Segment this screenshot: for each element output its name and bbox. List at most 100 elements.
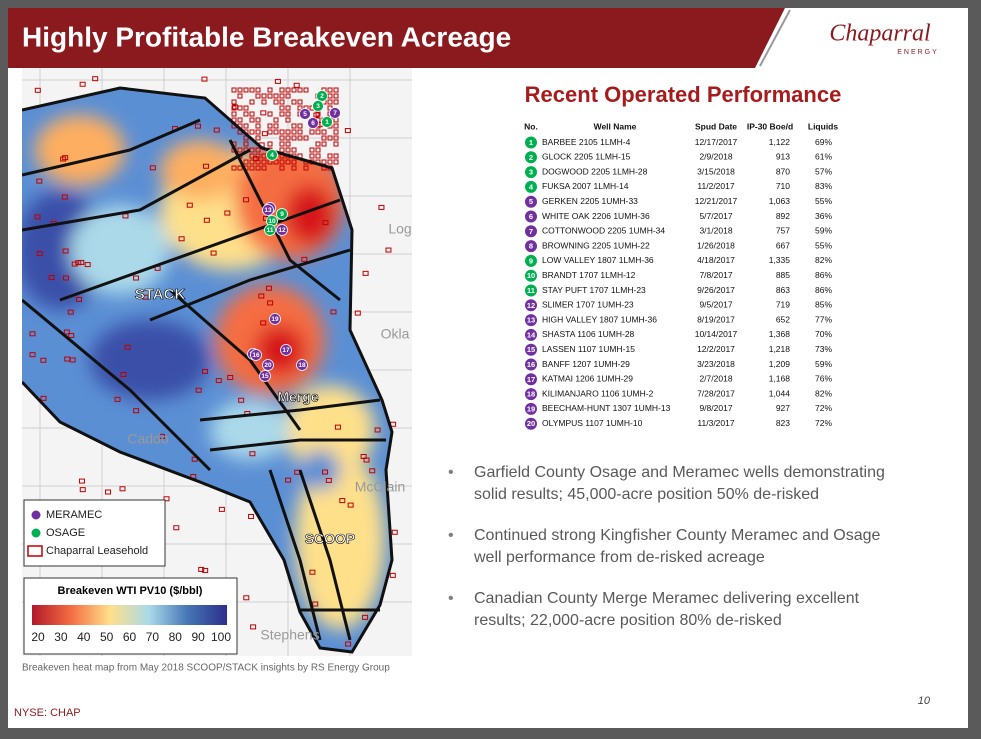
well-name: SHASTA 1106 1UMH-28 [542, 329, 635, 339]
colorbar-title: Breakeven WTI PV10 ($/bbl) [58, 585, 203, 597]
leasehold [78, 478, 85, 484]
leasehold [297, 135, 303, 141]
row-number: 18 [527, 390, 535, 399]
liquids: 73% [815, 344, 832, 354]
map-label: Merge [277, 389, 318, 405]
colorbar-tick: 60 [123, 630, 137, 644]
leasehold [40, 395, 47, 401]
liquids: 83% [815, 181, 832, 191]
ip30: 1,168 [769, 374, 791, 384]
well-marker [329, 107, 341, 119]
leasehold [231, 87, 237, 93]
bullet: Garfield County Osage and Meramec wells … [448, 462, 898, 506]
liquids: 61% [815, 152, 832, 162]
leasehold [322, 220, 329, 226]
row-number: 5 [529, 197, 533, 206]
row-badge [525, 299, 537, 312]
row-number: 7 [529, 227, 533, 236]
leasehold [250, 624, 257, 630]
leasehold [195, 387, 202, 393]
leasehold [354, 310, 361, 316]
leasehold [62, 248, 69, 254]
leasehold [213, 127, 220, 133]
map-label: Caddo [127, 431, 168, 447]
row-badge [525, 210, 537, 223]
leasehold [285, 93, 291, 99]
leasehold [149, 165, 156, 171]
leasehold [84, 262, 91, 268]
bullets: Garfield County Osage and Meramec wells … [448, 462, 898, 651]
well-name: WHITE OAK 2206 1UMH-36 [542, 211, 650, 221]
colorbar-tick: 50 [100, 630, 114, 644]
well-marker [312, 100, 324, 112]
leasehold [391, 529, 398, 535]
row-number: 12 [527, 301, 535, 310]
leasehold [261, 159, 267, 165]
leasehold [67, 309, 74, 315]
leasehold [249, 111, 255, 117]
logo-area [755, 8, 968, 68]
leasehold [267, 300, 274, 306]
well-marker [316, 90, 328, 102]
leasehold [315, 129, 321, 135]
leasehold [339, 498, 346, 504]
leasehold [255, 117, 261, 123]
leasehold [36, 178, 43, 184]
spud-date: 2/7/2018 [699, 374, 732, 384]
leasehold [261, 99, 267, 105]
leasehold [279, 87, 285, 93]
legend: MERAMEC OSAGE Chaparral Leasehold [23, 499, 166, 567]
row-number: 3 [529, 168, 533, 177]
leasehold [325, 477, 332, 483]
colorbar-tick: 30 [54, 630, 68, 644]
leasehold [315, 153, 321, 159]
well-marker [276, 224, 288, 236]
leasehold [309, 147, 315, 153]
leasehold [202, 368, 209, 374]
well-name: BANFF 1207 1UMH-29 [542, 359, 630, 369]
ip30: 652 [776, 314, 790, 324]
row-number: 2 [529, 153, 533, 162]
leasehold [243, 87, 249, 93]
leasehold [333, 93, 339, 99]
row-number: 1 [529, 138, 533, 147]
spud-date: 11/3/2017 [697, 418, 734, 428]
leasehold [267, 141, 273, 147]
leasehold [249, 451, 256, 457]
bullet: Continued strong Kingfisher County Meram… [448, 525, 898, 569]
leasehold [297, 87, 303, 93]
leasehold [303, 165, 309, 171]
spud-date: 4/18/2017 [697, 255, 735, 265]
well-marker-label: 12 [278, 227, 286, 234]
row-number: 13 [527, 316, 535, 325]
leasehold [321, 129, 327, 135]
leasehold [79, 81, 86, 87]
leasehold [194, 123, 201, 129]
leasehold [119, 486, 126, 492]
leasehold [210, 250, 217, 256]
colorbar-tick: 90 [191, 630, 205, 644]
leasehold [291, 99, 297, 105]
leasehold [68, 332, 75, 338]
row-badge [525, 195, 537, 208]
leasehold [203, 163, 210, 169]
leasehold [231, 111, 237, 117]
map-label: STACK [135, 286, 186, 303]
ip30: 1,044 [769, 388, 791, 398]
colorbar-gradient [32, 605, 227, 625]
leasehold [29, 352, 36, 358]
leasehold [231, 99, 237, 105]
well-marker [307, 117, 319, 129]
well-name: BARBEE 2105 1LMH-4 [542, 137, 631, 147]
leasehold [291, 165, 297, 171]
table-header: Well Name [594, 121, 637, 131]
leasehold [327, 159, 333, 165]
leasehold [333, 129, 339, 135]
row-badge [525, 358, 537, 371]
leasehold [315, 111, 321, 117]
well-name: STAY PUFT 1707 1LMH-23 [542, 285, 646, 295]
leasehold [237, 165, 243, 171]
leasehold [285, 111, 291, 117]
leasehold [105, 489, 112, 495]
